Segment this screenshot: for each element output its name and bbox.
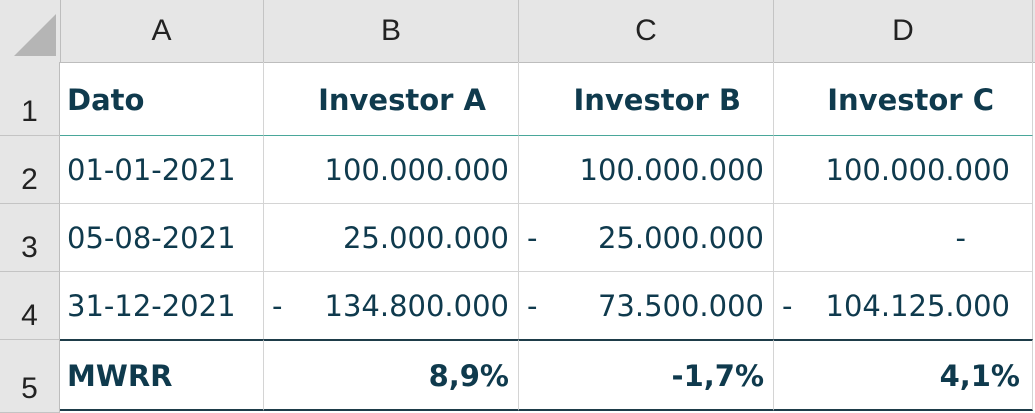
- cell-d3[interactable]: -: [774, 204, 1033, 272]
- row-header-1[interactable]: 1: [0, 62, 60, 136]
- cell-b3[interactable]: 25.000.000: [264, 204, 519, 272]
- header-investor-a: Investor A: [318, 83, 486, 117]
- column-header-a[interactable]: A: [60, 0, 264, 62]
- cell-c2[interactable]: 100.000.000: [519, 136, 774, 204]
- header-dato: Dato: [67, 83, 145, 117]
- cell-a4[interactable]: 31-12-2021: [60, 272, 264, 340]
- mwrr-investor-b: -1,7%: [671, 359, 764, 393]
- date-value: 05-08-2021: [67, 221, 236, 255]
- amount-value: 100.000.000: [825, 153, 1011, 187]
- cell-a3[interactable]: 05-08-2021: [60, 204, 264, 272]
- negative-sign: -: [527, 221, 538, 255]
- select-all-button[interactable]: [0, 0, 61, 62]
- summary-label: MWRR: [67, 359, 173, 393]
- date-value: 31-12-2021: [67, 289, 236, 323]
- cell-b4[interactable]: - 134.800.000: [264, 272, 519, 340]
- cell-c5[interactable]: -1,7%: [519, 339, 774, 411]
- amount-value: 25.000.000: [597, 221, 764, 255]
- cell-b5[interactable]: 8,9%: [264, 339, 519, 411]
- cell-d4[interactable]: - 104.125.000: [774, 272, 1033, 340]
- cell-a5[interactable]: MWRR: [60, 339, 264, 411]
- date-value: 01-01-2021: [67, 153, 236, 187]
- cell-d5[interactable]: 4,1%: [774, 339, 1033, 411]
- header-investor-c: Investor C: [827, 83, 994, 117]
- cell-c1[interactable]: Investor B: [519, 62, 774, 136]
- select-all-triangle-icon: [14, 14, 56, 56]
- mwrr-investor-a: 8,9%: [428, 359, 509, 393]
- cell-c3[interactable]: - 25.000.000: [519, 204, 774, 272]
- row-header-3[interactable]: 3: [0, 204, 60, 272]
- negative-sign: -: [272, 289, 283, 323]
- row-header-4[interactable]: 4: [0, 272, 60, 340]
- amount-value: 104.125.000: [825, 289, 1011, 323]
- column-header-d[interactable]: D: [774, 0, 1033, 62]
- amount-value: -: [955, 221, 966, 255]
- mwrr-investor-c: 4,1%: [939, 359, 1020, 393]
- amount-value: 100.000.000: [579, 153, 765, 187]
- cell-c4[interactable]: - 73.500.000: [519, 272, 774, 340]
- column-header-b[interactable]: B: [264, 0, 519, 62]
- amount-value: 73.500.000: [597, 289, 764, 323]
- column-header-c[interactable]: C: [519, 0, 774, 62]
- amount-value: 25.000.000: [342, 221, 509, 255]
- cell-a1[interactable]: Dato: [60, 62, 264, 136]
- cell-b1[interactable]: Investor A: [264, 62, 519, 136]
- header-investor-b: Investor B: [573, 83, 741, 117]
- negative-sign: -: [782, 289, 793, 323]
- amount-value: 100.000.000: [324, 153, 510, 187]
- row-header-2[interactable]: 2: [0, 136, 60, 204]
- cell-d1[interactable]: Investor C: [774, 62, 1033, 136]
- cell-b2[interactable]: 100.000.000: [264, 136, 519, 204]
- column-header-bar: A B C D: [0, 0, 1035, 63]
- row-header-5[interactable]: 5: [0, 340, 60, 413]
- cell-a2[interactable]: 01-01-2021: [60, 136, 264, 204]
- negative-sign: -: [527, 289, 538, 323]
- cell-d2[interactable]: 100.000.000: [774, 136, 1033, 204]
- amount-value: 134.800.000: [324, 289, 510, 323]
